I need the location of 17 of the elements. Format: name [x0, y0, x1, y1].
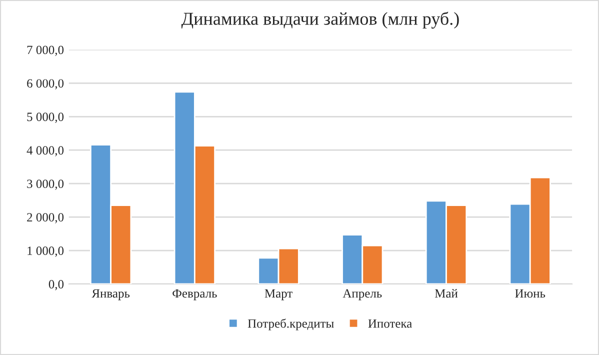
y-tick-label: 0,0 [48, 280, 64, 290]
x-tick-label: Март [264, 289, 292, 300]
y-tick-label: 4 000,0 [26, 146, 64, 156]
y-tick-label: 3 000,0 [27, 180, 64, 190]
y-tick-label: 6 000,0 [27, 79, 64, 90]
legend-label: Потреб.кредиты [248, 318, 334, 330]
x-tick-label: Май [434, 288, 458, 298]
x-tick-label: Апрель [342, 289, 382, 300]
x-tick-label: Июнь [515, 289, 546, 298]
legend-label: Ипотека [368, 319, 412, 328]
x-tick-label: Февраль [172, 289, 217, 300]
y-tick-label: 5 000,0 [27, 112, 64, 123]
y-tick-label: 7 000,0 [27, 46, 64, 56]
y-tick-label: 1 000,0 [28, 246, 64, 257]
chart-title: Динамика выдачи займов (млн руб.) [181, 12, 459, 29]
y-tick-label: 2 000,0 [27, 213, 64, 224]
x-tick-label: Январь [92, 289, 130, 300]
